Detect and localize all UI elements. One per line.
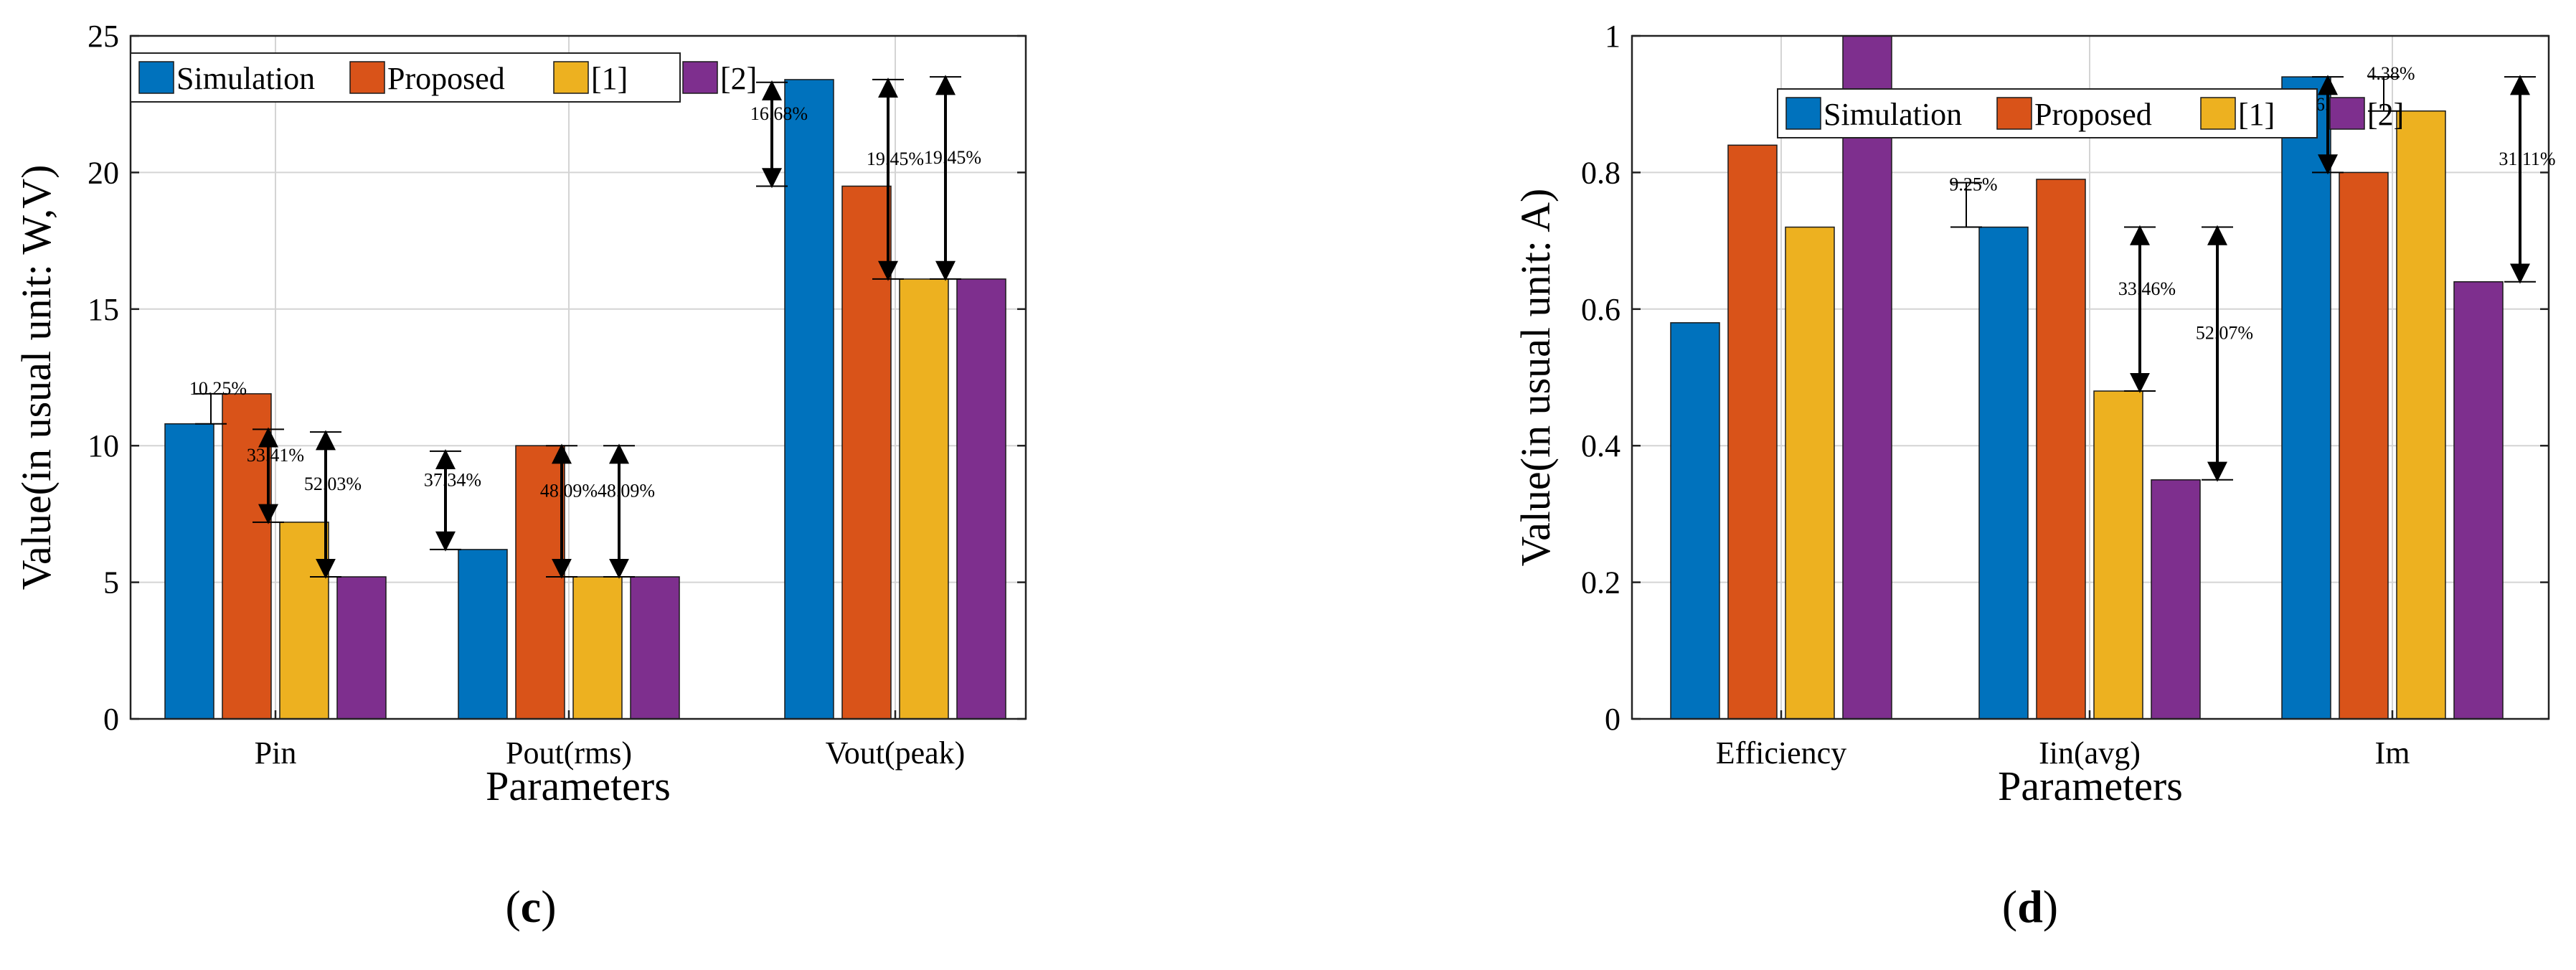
annotation-label: 48.09% (540, 481, 598, 502)
plot-area-border (129, 34, 1027, 720)
annotation-label: 37.34% (424, 469, 481, 490)
legend-label-0: Simulation (176, 61, 315, 96)
annotation-label: 33.46% (2118, 278, 2176, 299)
y-tick-label: 5 (103, 565, 119, 601)
bar-proposed-2 (841, 185, 892, 720)
legend-label-1: Proposed (387, 61, 505, 96)
legend-swatch-2 (553, 61, 589, 94)
legend-swatch-2 (2200, 97, 2236, 130)
y-tick-label: 1 (1605, 19, 1620, 54)
panel-label-open: ( (2002, 881, 2017, 932)
legend-label-2: [1] (591, 61, 628, 96)
bar-2-0 (1842, 35, 1892, 720)
x-tick-label: Iin(avg) (2039, 735, 2141, 771)
y-axis-label: Value(in usual unit: W,V) (13, 165, 60, 590)
legend: Simulation Proposed [1] [2] (1777, 88, 2404, 138)
legend-swatch-1 (349, 61, 385, 94)
legend-swatch-0 (1785, 97, 1821, 130)
bar-1-1 (2093, 390, 2143, 720)
bar-simulation-1 (458, 549, 508, 720)
y-tick-label: 25 (88, 19, 119, 54)
panel-label-letter: d (2017, 881, 2043, 932)
legend-swatch-1 (1996, 97, 2032, 130)
legend-swatch-0 (138, 61, 174, 94)
panel-label-open: ( (505, 881, 520, 932)
legend-label-3: [2] (720, 61, 757, 96)
annotation-label: 10.25% (189, 378, 247, 399)
bar-1-0 (1785, 226, 1835, 720)
bar-2-0 (336, 576, 387, 720)
bar-proposed-0 (222, 393, 272, 720)
panel-label-letter: c (521, 881, 541, 932)
bar-1-2 (2396, 110, 2446, 720)
legend: Simulation Proposed [1] [2] (130, 52, 757, 103)
panel-label: (c) (505, 881, 556, 932)
panel-label: (d) (2002, 881, 2058, 932)
panel-label-close: ) (2043, 881, 2058, 932)
legend-label-1: Proposed (2034, 97, 2152, 132)
annotation-label: 4.38% (2367, 63, 2415, 84)
x-tick-label: Im (2375, 735, 2410, 771)
y-tick-label: 0.2 (1581, 565, 1620, 601)
bar-proposed-0 (1727, 144, 1778, 720)
annotation-label: 9.25% (1949, 174, 1997, 195)
x-axis-label: Parameters (486, 763, 671, 809)
annotation-label: 19.45% (867, 149, 924, 169)
x-axis-label: Parameters (1998, 763, 2183, 809)
bar-proposed-2 (2339, 171, 2389, 720)
y-tick-label: 0.4 (1581, 428, 1620, 463)
bar-proposed-1 (2036, 179, 2086, 720)
annotation-label: 33.41% (247, 445, 304, 466)
bar-2-2 (956, 278, 1006, 720)
bar-2-1 (2151, 479, 2201, 720)
panel-label-close: ) (541, 881, 556, 932)
y-axis-label: Value(in usual unit: A) (1512, 189, 1559, 567)
annotation-label: 52.03% (304, 474, 362, 494)
y-tick-label: 0.6 (1581, 292, 1620, 327)
annotation-label: 52.07% (2196, 323, 2253, 344)
x-tick-label: Pout(rms) (506, 735, 632, 771)
y-tick-label: 20 (88, 155, 119, 190)
legend-swatch-3 (682, 61, 718, 94)
bar-simulation-0 (164, 423, 214, 720)
chart-panel-d: 0 0.2 0.4 0.6 0.8 1 Efficiency Iin(avg) Im Parame… (1512, 19, 2556, 932)
annotation-label: 19.45% (924, 147, 981, 168)
bar-simulation-2 (2281, 76, 2331, 720)
chart-panel-c: 0 5 10 15 20 25 Pin Pout(rms) Vout(peak) Paramete… (13, 19, 1027, 932)
bar-1-0 (279, 522, 329, 720)
bar-simulation-2 (784, 79, 834, 720)
y-tick-label: 0 (103, 702, 119, 737)
annotation-label: 31.11% (2499, 149, 2555, 169)
legend-swatch-3 (2329, 97, 2365, 130)
legend-label-0: Simulation (1824, 97, 1962, 132)
bar-1-2 (899, 278, 949, 720)
legend-label-3: [2] (2367, 97, 2404, 132)
x-tick-label: Pin (255, 735, 297, 771)
x-tick-label: Vout(peak) (826, 735, 966, 771)
y-tick-label: 0.8 (1581, 155, 1620, 190)
annotation-label: 48.09% (598, 481, 655, 502)
y-tick-label: 0 (1605, 702, 1620, 737)
x-tick-label: Efficiency (1716, 735, 1846, 771)
bar-2-2 (2453, 281, 2504, 720)
bar-simulation-1 (1978, 226, 2029, 720)
bar-2-1 (630, 576, 680, 720)
legend-label-2: [1] (2238, 97, 2275, 132)
bar-1-1 (572, 576, 623, 720)
annotation-label: 16.68% (750, 103, 808, 124)
y-tick-label: 15 (88, 292, 119, 327)
bar-simulation-0 (1670, 322, 1720, 720)
y-tick-label: 10 (88, 428, 119, 463)
